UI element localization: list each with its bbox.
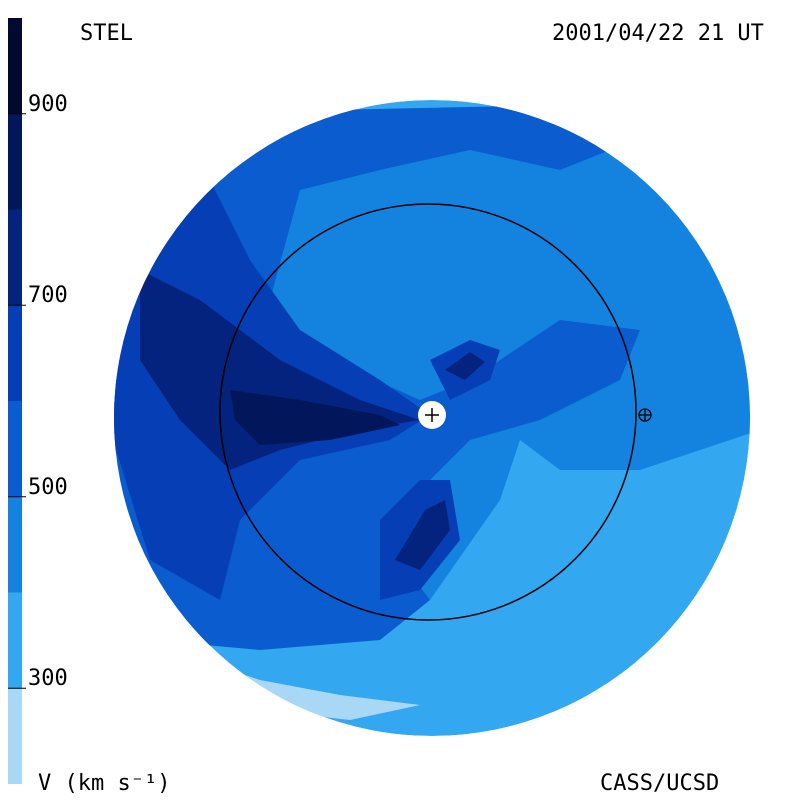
sun-icon bbox=[418, 401, 446, 429]
colorbar-tick-label-900: 900 bbox=[28, 91, 68, 117]
velocity-region-north-core bbox=[445, 352, 485, 380]
colorbar-band-600-700 bbox=[8, 305, 22, 401]
colorbar-title: V (km s⁻¹) bbox=[38, 771, 171, 796]
timestamp-label: 2001/04/22 21 UT bbox=[552, 21, 764, 46]
credit-label: CASS/UCSD bbox=[600, 771, 720, 796]
source-label: STEL bbox=[80, 21, 133, 46]
colorbar-band-700-800 bbox=[8, 209, 22, 306]
colorbar-band-500-600 bbox=[8, 401, 22, 497]
colorbar-band-400-500 bbox=[8, 496, 22, 593]
velocity-colorbar bbox=[8, 18, 26, 784]
colorbar-tick-label-500: 500 bbox=[28, 474, 68, 500]
colorbar-band-900-1000 bbox=[8, 18, 22, 114]
earth-icon bbox=[638, 408, 652, 422]
earth-orbit-circle bbox=[219, 203, 637, 621]
velocity-region-peak bbox=[230, 390, 400, 445]
colorbar-band-300-400 bbox=[8, 592, 22, 689]
colorbar-band-800-900 bbox=[8, 113, 22, 210]
velocity-region-east-lobe bbox=[616, 225, 700, 361]
velocity-region-south-core bbox=[395, 500, 450, 570]
colorbar-tick-label-300: 300 bbox=[28, 666, 68, 692]
colorbar-band-200-300 bbox=[8, 688, 22, 784]
colorbar-tick-label-700: 700 bbox=[28, 283, 68, 309]
